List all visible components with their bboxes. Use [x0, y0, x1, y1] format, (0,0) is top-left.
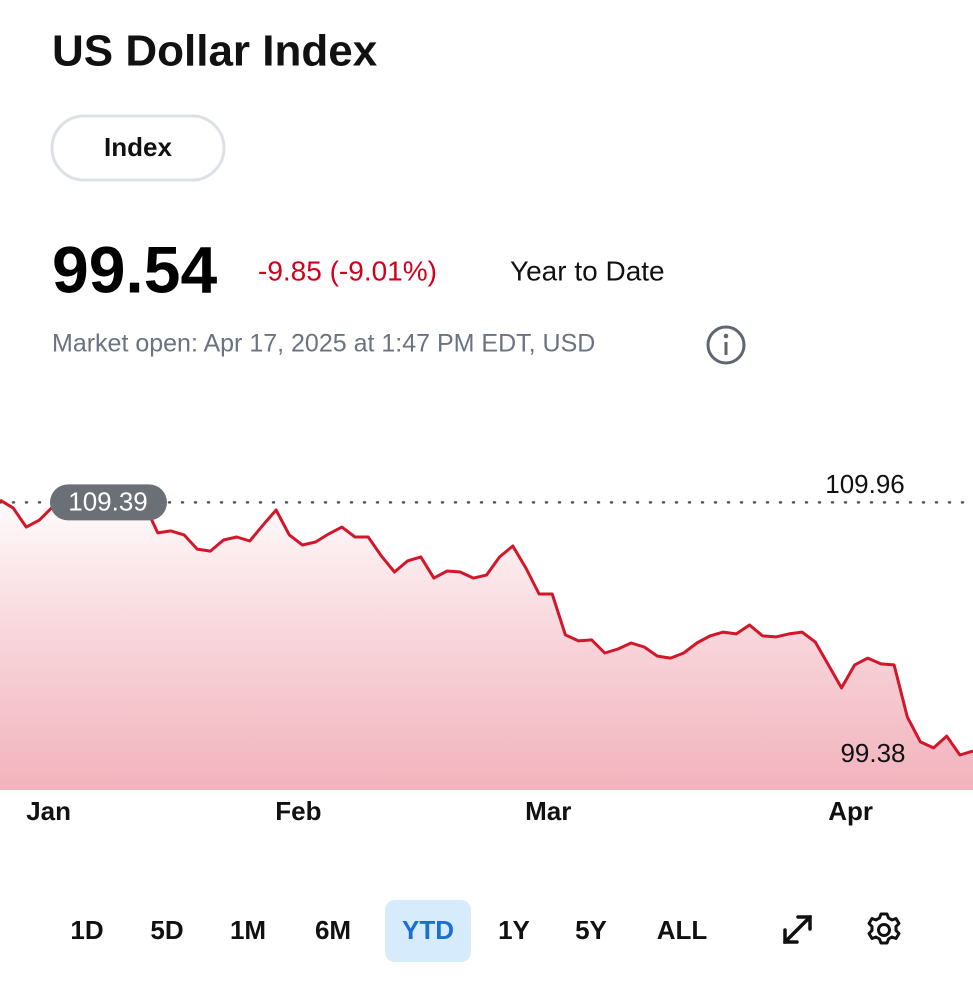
tag-pill[interactable]: [50, 114, 226, 182]
range-button[interactable]: 5D: [150, 915, 183, 945]
range-button[interactable]: 1M: [230, 915, 266, 945]
chart: 109.39 109.96 99.38 Jan Feb Mar Apr: [0, 469, 973, 826]
previous-close-label: 109.39: [68, 486, 148, 516]
change: -9.85 (-9.01%): [258, 255, 437, 286]
x-tick-label: Mar: [525, 796, 571, 826]
tag-label[interactable]: Index: [104, 132, 172, 162]
x-tick-label: Apr: [828, 796, 873, 826]
previous-close-badge: [50, 484, 167, 521]
range-selected-bg: [385, 900, 471, 962]
expand-icon[interactable]: [783, 915, 812, 944]
settings-icon[interactable]: [867, 912, 901, 945]
high-label: 109.96: [825, 469, 905, 499]
period: Year to Date: [510, 255, 665, 286]
range-button[interactable]: 5Y: [575, 915, 607, 945]
price: 99.54: [52, 232, 217, 306]
x-tick-label: Feb: [275, 796, 321, 826]
title: US Dollar Index: [52, 27, 378, 76]
range-button[interactable]: YTD: [402, 915, 454, 945]
market-status: Market open: Apr 17, 2025 at 1:47 PM EDT…: [52, 330, 595, 358]
price-line: [0, 486, 973, 757]
low-label: 99.38: [840, 738, 905, 768]
info-icon[interactable]: [706, 325, 746, 365]
range-button[interactable]: 6M: [315, 915, 351, 945]
range-bar: 1D 5D 1M 6M YTD 1Y 5Y ALL: [70, 900, 707, 962]
range-button[interactable]: 1Y: [498, 915, 530, 945]
area: [0, 488, 973, 790]
x-tick-label: Jan: [26, 796, 71, 826]
range-button[interactable]: ALL: [657, 915, 708, 945]
range-button[interactable]: 1D: [70, 915, 103, 945]
